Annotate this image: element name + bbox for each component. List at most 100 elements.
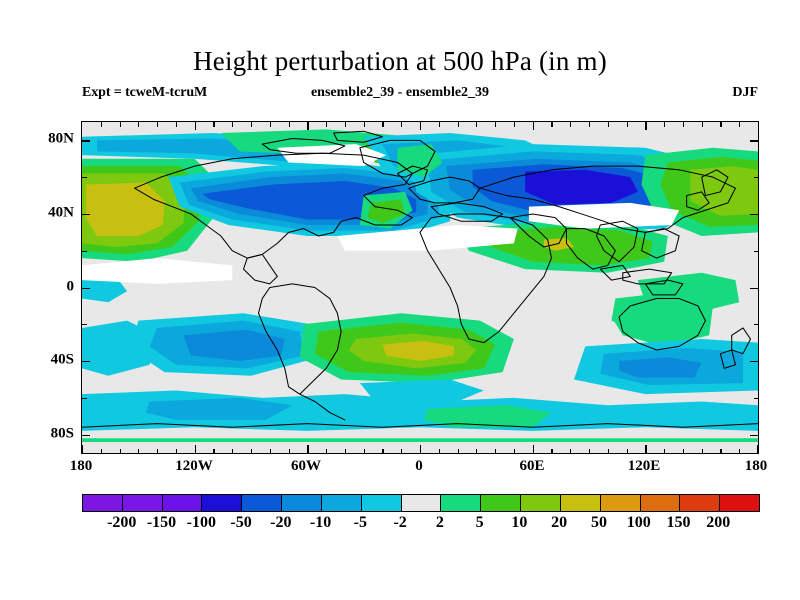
y-tick-right-major xyxy=(750,287,758,289)
x-tick-minor xyxy=(326,448,328,453)
x-tick-minor xyxy=(551,448,553,453)
x-tick-top-minor xyxy=(607,122,609,127)
x-tick-minor xyxy=(119,448,121,453)
colorbar-cell xyxy=(321,495,362,511)
y-tick-minor xyxy=(82,250,87,252)
x-tick-minor xyxy=(476,448,478,453)
y-tick-major xyxy=(82,287,90,289)
x-tick-top-minor xyxy=(589,122,591,127)
colorbar-tick-label: -100 xyxy=(186,514,216,531)
x-tick-top-minor xyxy=(363,122,365,127)
x-tick-minor xyxy=(100,448,102,453)
x-tick-top-major xyxy=(645,122,647,130)
x-tick-top-minor xyxy=(288,122,290,127)
y-tick-minor xyxy=(82,397,87,399)
colorbar xyxy=(82,494,760,512)
x-tick-top-minor xyxy=(344,122,347,127)
colorbar-cell xyxy=(481,495,522,511)
y-tick-right-minor xyxy=(753,177,758,179)
colorbar-tick-label: 150 xyxy=(666,514,691,531)
colorbar-cell xyxy=(83,495,123,511)
colorbar-tick-label: 2 xyxy=(435,514,444,531)
x-tick-minor xyxy=(513,448,516,453)
colorbar-tick-label: -2 xyxy=(393,514,407,531)
colorbar-tick-label: -20 xyxy=(270,514,292,531)
x-tick-minor xyxy=(251,448,253,453)
y-tick-major xyxy=(82,434,90,436)
y-axis-label: 80S xyxy=(50,425,74,442)
y-tick-right-major xyxy=(750,434,758,436)
x-tick-minor xyxy=(157,448,159,453)
colorbar-cell xyxy=(720,495,760,511)
colorbar-tick-label: 20 xyxy=(551,514,568,531)
x-axis-label: 60W xyxy=(291,458,321,474)
x-tick-top-major xyxy=(194,122,197,130)
colorbar-cell xyxy=(441,495,482,511)
colorbar-cell xyxy=(122,495,163,511)
x-tick-major xyxy=(194,445,197,453)
y-axis-label: 80N xyxy=(48,130,74,147)
x-tick-top-minor xyxy=(664,122,666,127)
colorbar-cell xyxy=(282,495,322,511)
y-tick-minor xyxy=(82,324,87,326)
x-tick-major xyxy=(645,445,647,453)
x-tick-major xyxy=(420,445,422,453)
y-tick-right-minor xyxy=(753,397,758,399)
x-axis-label: 180 xyxy=(69,458,93,474)
x-tick-top-minor xyxy=(551,122,553,127)
x-tick-top-major xyxy=(420,122,422,130)
x-axis-label: 120W xyxy=(175,458,213,474)
x-tick-top-minor xyxy=(495,122,497,127)
x-axis-label: 0 xyxy=(415,458,423,474)
y-tick-right-minor xyxy=(753,324,758,326)
y-axis-label: 40S xyxy=(50,351,74,368)
x-tick-minor xyxy=(495,448,497,453)
x-tick-top-minor xyxy=(382,122,384,127)
colorbar-cell xyxy=(242,495,283,511)
y-tick-right-minor xyxy=(753,250,758,252)
x-axis-label: 120E xyxy=(627,458,661,474)
x-tick-minor xyxy=(401,448,403,453)
colorbar-tick-label: -5 xyxy=(353,514,368,531)
contour-map xyxy=(82,122,758,453)
x-tick-top-major xyxy=(532,122,535,130)
x-tick-minor xyxy=(626,448,628,453)
x-tick-minor xyxy=(269,448,271,453)
x-tick-minor xyxy=(213,448,215,453)
x-tick-top-minor xyxy=(476,122,478,127)
x-tick-top-minor xyxy=(175,122,178,127)
x-axis-label: 180 xyxy=(744,458,768,474)
x-tick-top-minor xyxy=(739,122,741,127)
colorbar-cell xyxy=(680,495,721,511)
x-tick-minor xyxy=(344,448,347,453)
x-tick-top-minor xyxy=(626,122,628,127)
x-tick-top-minor xyxy=(326,122,328,127)
x-tick-top-minor xyxy=(100,122,102,127)
x-tick-top-minor xyxy=(138,122,140,127)
x-tick-minor xyxy=(739,448,741,453)
x-tick-major xyxy=(532,445,535,453)
colorbar-cell xyxy=(361,495,402,511)
x-tick-minor xyxy=(288,448,290,453)
colorbar-tick-label: 100 xyxy=(626,514,651,531)
y-tick-right-major xyxy=(750,213,758,216)
x-tick-major xyxy=(756,445,758,453)
x-tick-major xyxy=(307,445,309,453)
x-tick-minor xyxy=(175,448,178,453)
x-tick-minor xyxy=(589,448,591,453)
x-tick-minor xyxy=(720,448,722,453)
y-axis-label: 0 xyxy=(66,278,75,295)
x-tick-top-minor xyxy=(720,122,722,127)
x-tick-minor xyxy=(438,448,440,453)
colorbar-cell xyxy=(202,495,243,511)
x-tick-minor xyxy=(457,448,459,453)
x-tick-top-minor xyxy=(251,122,253,127)
y-tick-major xyxy=(82,140,90,142)
x-tick-minor xyxy=(682,448,685,453)
experiment-label: Expt = tcweM-tcruM xyxy=(82,85,208,100)
x-tick-minor xyxy=(570,448,572,453)
x-tick-minor xyxy=(232,448,234,453)
map-clip xyxy=(82,122,758,453)
y-tick-major xyxy=(82,213,90,216)
x-tick-top-minor xyxy=(232,122,234,127)
